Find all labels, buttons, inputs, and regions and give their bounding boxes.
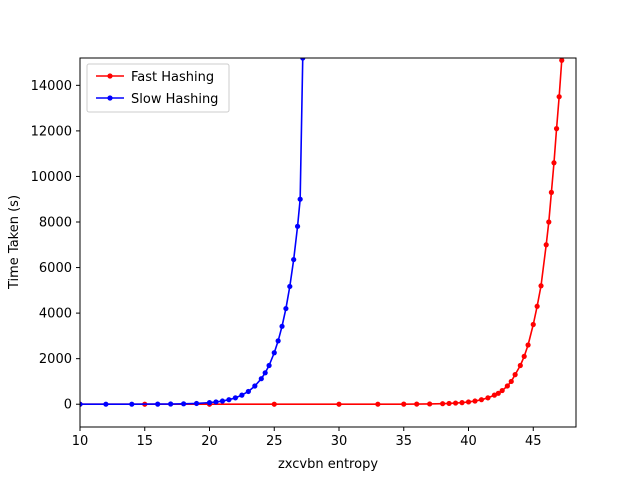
data-point-fast-hashing-29 [543, 242, 549, 248]
data-point-fast-hashing-19 [499, 387, 505, 394]
data-point-fast-hashing-31 [548, 189, 554, 195]
data-point-slow-hashing-9 [219, 398, 226, 404]
data-point-slow-hashing-22 [287, 283, 293, 290]
data-point-fast-hashing-28 [538, 283, 544, 289]
y-tick-label-5: 10000 [31, 170, 72, 185]
data-point-fast-hashing-22 [512, 372, 518, 378]
y-tick-label-1: 2000 [39, 352, 72, 367]
data-point-fast-hashing-18 [495, 390, 501, 396]
y-axis: 0 2000 4000 6000 8000 10000 12000 14000 [31, 79, 80, 413]
data-point-slow-hashing-5 [181, 401, 187, 407]
data-point-fast-hashing-11 [452, 400, 459, 406]
data-point-slow-hashing-23 [291, 256, 297, 263]
data-point-fast-hashing-4 [336, 401, 342, 407]
data-point-fast-hashing-3 [271, 401, 277, 407]
data-point-fast-hashing-6 [401, 401, 407, 407]
y-tick-label-2: 4000 [39, 307, 72, 322]
y-tick-label-0: 0 [64, 398, 72, 413]
x-axis-label: zxcvbn entropy [278, 457, 378, 472]
x-tick-label-2: 20 [201, 434, 218, 449]
data-point-slow-hashing-11 [232, 395, 238, 401]
data-point-fast-hashing-17 [491, 392, 498, 398]
data-point-fast-hashing-34 [556, 94, 562, 100]
data-point-slow-hashing-10 [226, 397, 232, 403]
data-point-fast-hashing-9 [440, 401, 446, 407]
x-tick-label-5: 35 [395, 434, 412, 449]
data-point-slow-hashing-14 [252, 383, 258, 389]
data-point-fast-hashing-30 [546, 219, 552, 225]
data-point-fast-hashing-16 [485, 395, 491, 401]
data-point-slow-hashing-8 [213, 399, 219, 405]
data-point-fast-hashing-24 [521, 353, 527, 359]
data-point-slow-hashing-4 [168, 401, 174, 407]
data-point-fast-hashing-5 [375, 401, 381, 407]
data-point-slow-hashing-16 [262, 370, 268, 376]
data-point-fast-hashing-21 [508, 378, 514, 385]
data-point-fast-hashing-10 [446, 400, 452, 407]
legend-label-fast-hashing: Fast Hashing [131, 70, 214, 85]
data-point-fast-hashing-32 [551, 160, 557, 166]
data-point-slow-hashing-12 [239, 392, 245, 398]
data-point-slow-hashing-25 [297, 196, 303, 202]
x-tick-label-0: 10 [72, 434, 89, 449]
data-point-slow-hashing-6 [193, 400, 200, 407]
data-point-fast-hashing-23 [517, 362, 523, 369]
x-tick-label-4: 30 [331, 434, 348, 449]
y-tick-label-3: 6000 [39, 261, 72, 276]
data-point-slow-hashing-3 [155, 401, 161, 407]
data-point-fast-hashing-33 [553, 126, 560, 132]
series-layer [80, 58, 565, 407]
data-point-slow-hashing-1 [103, 401, 109, 407]
legend-label-slow-hashing: Slow Hashing [131, 92, 218, 107]
data-point-fast-hashing-8 [427, 401, 433, 407]
data-point-fast-hashing-20 [504, 383, 510, 389]
data-point-fast-hashing-27 [534, 303, 540, 309]
data-point-fast-hashing-12 [459, 400, 465, 406]
x-tick-label-7: 45 [525, 434, 542, 449]
data-point-fast-hashing-25 [525, 342, 531, 348]
data-point-slow-hashing-0 [80, 401, 83, 407]
y-tick-label-7: 14000 [31, 79, 72, 94]
legend: Fast Hashing Slow Hashing [86, 63, 230, 113]
data-point-slow-hashing-17 [266, 362, 272, 369]
data-point-slow-hashing-7 [206, 400, 213, 406]
legend-marker-slow-hashing [107, 95, 113, 101]
series-slow-hashing [80, 58, 306, 407]
data-point-slow-hashing-24 [294, 223, 301, 229]
y-axis-label: Time Taken (s) [7, 195, 22, 290]
data-point-fast-hashing-7 [414, 401, 420, 407]
data-point-slow-hashing-26 [300, 58, 306, 61]
y-tick-label-4: 8000 [39, 216, 72, 231]
y-tick-label-6: 12000 [31, 124, 72, 139]
data-point-slow-hashing-19 [275, 338, 281, 344]
series-fast-hashing [80, 58, 565, 407]
data-point-fast-hashing-13 [465, 399, 472, 405]
legend-marker-fast-hashing [107, 73, 113, 79]
data-point-fast-hashing-26 [530, 321, 536, 328]
data-point-fast-hashing-15 [478, 397, 485, 403]
data-point-fast-hashing-35 [559, 58, 565, 63]
x-tick-label-6: 40 [460, 434, 477, 449]
x-axis: 10 15 20 25 30 35 40 45 [72, 427, 542, 449]
data-point-slow-hashing-21 [283, 305, 289, 312]
data-point-fast-hashing-14 [472, 398, 478, 404]
plot-frame [79, 57, 577, 428]
data-point-slow-hashing-15 [258, 376, 264, 382]
data-point-slow-hashing-13 [245, 388, 251, 395]
x-tick-label-3: 25 [266, 434, 283, 449]
data-point-slow-hashing-18 [271, 350, 277, 356]
data-point-slow-hashing-20 [279, 323, 285, 329]
x-tick-label-1: 15 [136, 434, 153, 449]
data-point-slow-hashing-2 [129, 401, 135, 407]
